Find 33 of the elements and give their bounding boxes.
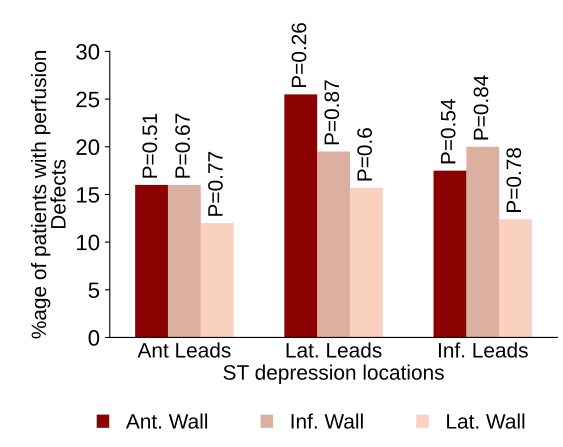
- bar: [434, 170, 466, 338]
- annotation: P=0.77: [208, 152, 223, 216]
- y-tick-label: 25: [76, 92, 100, 108]
- legend-label: Inf. Wall: [292, 413, 363, 429]
- bar: [200, 223, 234, 338]
- annotation: P=0.87: [324, 80, 340, 144]
- y-tick-label: 15: [77, 187, 100, 203]
- bar: [466, 146, 500, 338]
- x-tick-label: Ant Leads: [138, 342, 231, 358]
- x-axis-title: ST depression locations: [224, 364, 444, 384]
- x-tick-label: Lat. Leads: [286, 342, 382, 358]
- annotation: P=0.26: [292, 23, 306, 88]
- bar: [499, 219, 532, 338]
- y-axis-title: %age of patients with perfusion Defects: [30, 51, 66, 338]
- bar: [317, 152, 350, 338]
- y-tick-label: 0: [88, 330, 100, 346]
- bar: [284, 94, 318, 338]
- annotation: P=0.67: [175, 114, 190, 178]
- y-tick-label: 20: [76, 139, 100, 156]
- annotation: P=0.54: [440, 99, 456, 164]
- annotation: P=0.6: [357, 128, 372, 181]
- bar: [135, 184, 168, 338]
- annotation: P=0.51: [142, 114, 158, 178]
- x-tick-label: Inf. Leads: [438, 342, 528, 358]
- annotation: P=0.84: [474, 75, 488, 140]
- legend-label: Lat. Wall: [447, 413, 524, 429]
- y-tick-label: 30: [76, 44, 100, 60]
- bar: [350, 188, 383, 338]
- annotation: P=0.78: [506, 148, 522, 212]
- y-tick-label: 10: [77, 234, 100, 250]
- y-tick-label: 5: [88, 282, 100, 298]
- legend-label: Ant. Wall: [126, 413, 208, 429]
- bar: [168, 184, 201, 338]
